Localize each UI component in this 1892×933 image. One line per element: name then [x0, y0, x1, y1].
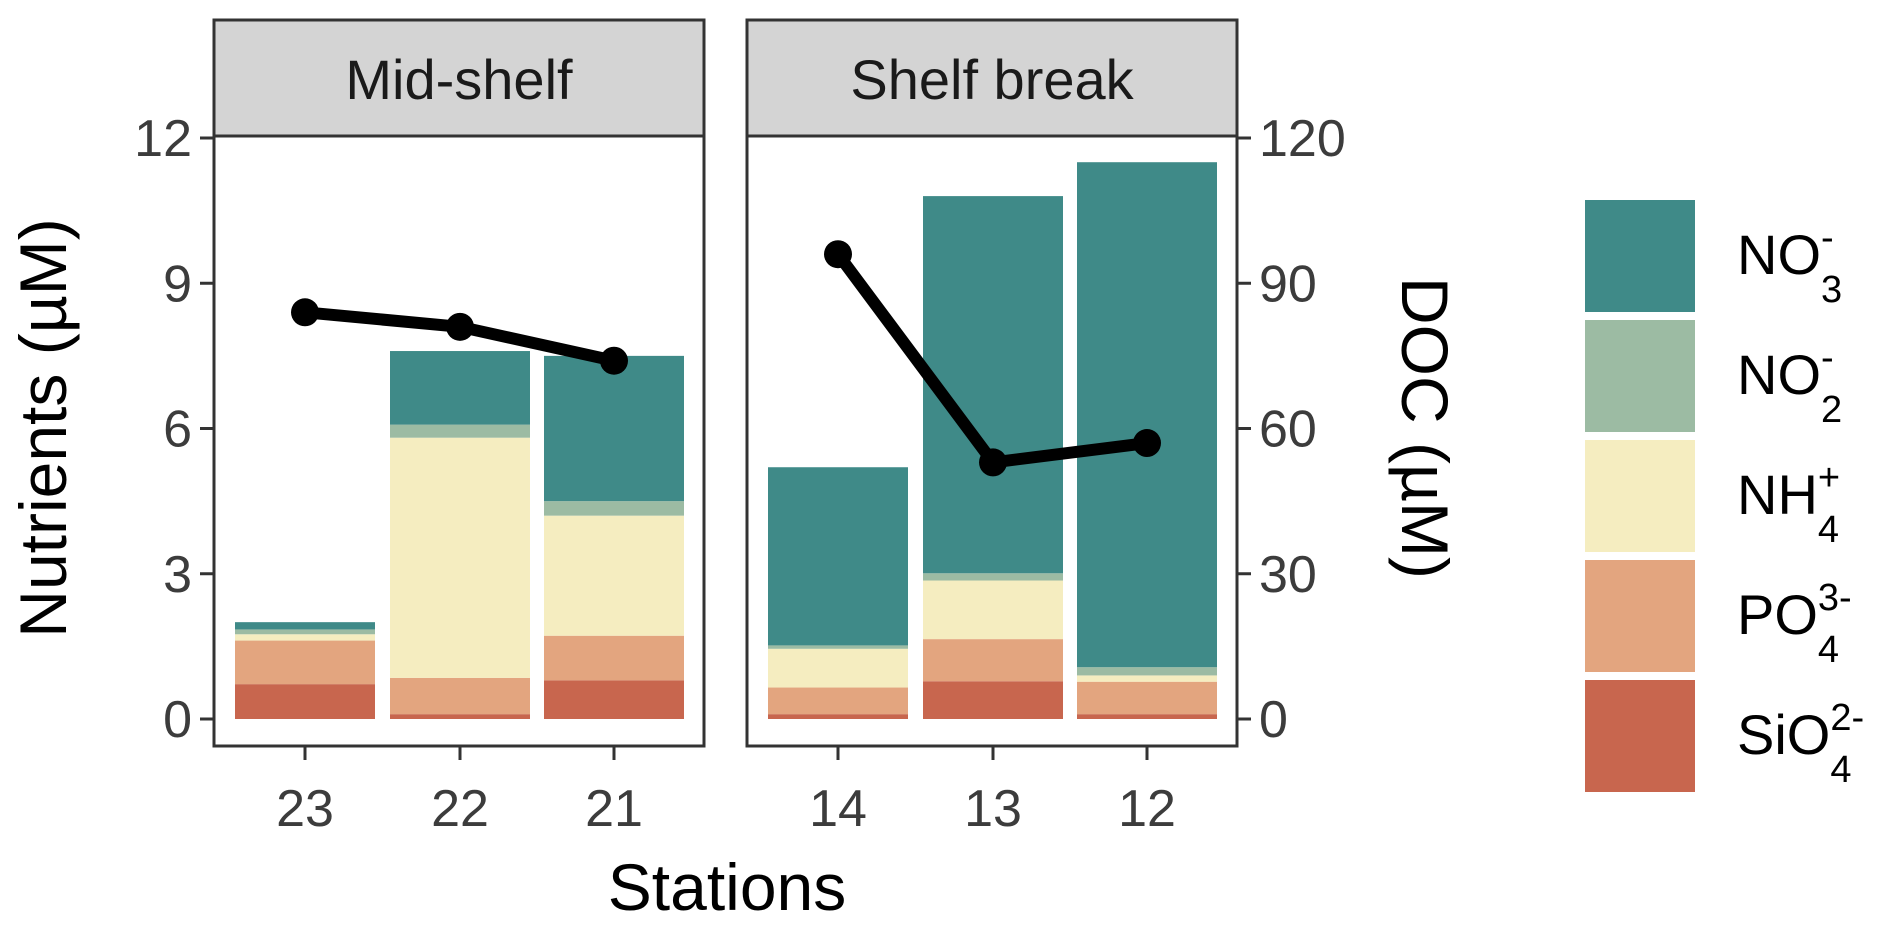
legend-key-sio4 — [1585, 680, 1695, 792]
legend-label-base: NO — [1737, 223, 1821, 286]
facet-label: Mid-shelf — [345, 48, 573, 111]
bar-segment-po4 — [923, 639, 1063, 682]
bar-segment-no2 — [390, 424, 530, 438]
bar-segment-nh4 — [544, 515, 684, 636]
legend-label-base: NH — [1737, 463, 1818, 526]
bar-segment-po4 — [1077, 681, 1217, 715]
bar-segment-no3 — [1077, 162, 1217, 668]
legend-label-superscript: 2- — [1830, 697, 1864, 739]
bar-segment-po4 — [235, 640, 375, 685]
x-tick-label: 23 — [276, 780, 334, 838]
bar-segment-po4 — [390, 677, 530, 715]
bar-segment-nh4 — [768, 648, 908, 688]
legend-label-sio4: SiO2- — [1737, 697, 1864, 766]
bar-segment-sio4 — [235, 684, 375, 719]
y2-tick-label: 30 — [1259, 546, 1317, 604]
bar-segment-po4 — [544, 635, 684, 681]
bar-segment-no3 — [235, 622, 375, 630]
x-axis-title: Stations — [608, 850, 846, 924]
bar-segment-po4 — [768, 687, 908, 715]
bar-segment-sio4 — [390, 714, 530, 719]
y-tick-label: 3 — [163, 546, 192, 604]
legend-label-superscript: - — [1821, 217, 1834, 259]
legend-key-nh4 — [1585, 440, 1695, 552]
legend-label-no2: NO- — [1737, 337, 1834, 406]
bar-segment-no3 — [390, 351, 530, 425]
legend-label-superscript: 3- — [1818, 577, 1852, 619]
bar-segment-nh4 — [923, 580, 1063, 640]
legend-key-no3 — [1585, 200, 1695, 312]
bar-segment-sio4 — [544, 680, 684, 719]
bar-segment-sio4 — [923, 681, 1063, 719]
doc-point — [979, 448, 1007, 477]
bar-segment-no3 — [768, 467, 908, 646]
legend-label-subscript: 4 — [1818, 629, 1839, 671]
legend-label-subscript: 3 — [1821, 269, 1842, 311]
y-axis-title: Nutrients (µM) — [6, 218, 80, 637]
bar-segment-nh4 — [390, 437, 530, 678]
legend-label-subscript: 4 — [1830, 749, 1851, 791]
y-tick-label: 12 — [134, 110, 192, 168]
y-tick-label: 9 — [163, 255, 192, 313]
y-tick-label: 0 — [163, 691, 192, 749]
legend-label-no3: NO- — [1737, 217, 1834, 286]
y2-tick-label: 90 — [1259, 255, 1317, 313]
doc-point — [600, 346, 628, 375]
facet-strip — [212, 18, 706, 138]
legend-label-base: PO — [1737, 583, 1818, 646]
y-tick-label: 6 — [163, 401, 192, 459]
legend-label-base: NO — [1737, 343, 1821, 406]
doc-point — [446, 312, 474, 341]
x-tick-label: 12 — [1118, 780, 1176, 838]
legend-label-po4: PO3- — [1737, 577, 1852, 646]
x-tick-label: 22 — [431, 780, 489, 838]
facet-label: Shelf break — [850, 48, 1134, 111]
bar-segment-no3 — [544, 355, 684, 502]
x-tick-label: 13 — [964, 780, 1022, 838]
x-tick-label: 14 — [809, 780, 867, 838]
bar-segment-sio4 — [1077, 714, 1217, 719]
bar-segment-nh4 — [235, 634, 375, 641]
legend-label-superscript: - — [1821, 337, 1834, 379]
bar-segment-no2 — [1077, 667, 1217, 676]
facet-strip — [745, 18, 1239, 138]
legend-key-no2 — [1585, 320, 1695, 432]
bar-segment-no3 — [923, 196, 1063, 574]
bar-segment-no2 — [768, 645, 908, 649]
y2-tick-label: 0 — [1259, 691, 1288, 749]
doc-point — [1133, 429, 1161, 458]
y2-tick-label: 60 — [1259, 401, 1317, 459]
bar-segment-no2 — [544, 501, 684, 516]
bar-segment-nh4 — [1077, 675, 1217, 682]
legend-label-nh4: NH+ — [1737, 457, 1840, 526]
legend-label-superscript: + — [1818, 457, 1840, 499]
doc-point — [291, 298, 319, 327]
bar-segment-no2 — [923, 573, 1063, 581]
legend-label-subscript: 4 — [1818, 509, 1839, 551]
legend-label-base: SiO — [1737, 703, 1830, 766]
bar-segment-no2 — [235, 629, 375, 635]
bar-segment-sio4 — [768, 714, 908, 719]
legend-label-subscript: 2 — [1821, 389, 1842, 431]
y2-tick-label: 120 — [1259, 110, 1346, 168]
x-tick-label: 21 — [585, 780, 643, 838]
y2-axis-title: DOC (µM) — [1388, 277, 1462, 579]
doc-point — [824, 240, 852, 269]
legend-key-po4 — [1585, 560, 1695, 672]
